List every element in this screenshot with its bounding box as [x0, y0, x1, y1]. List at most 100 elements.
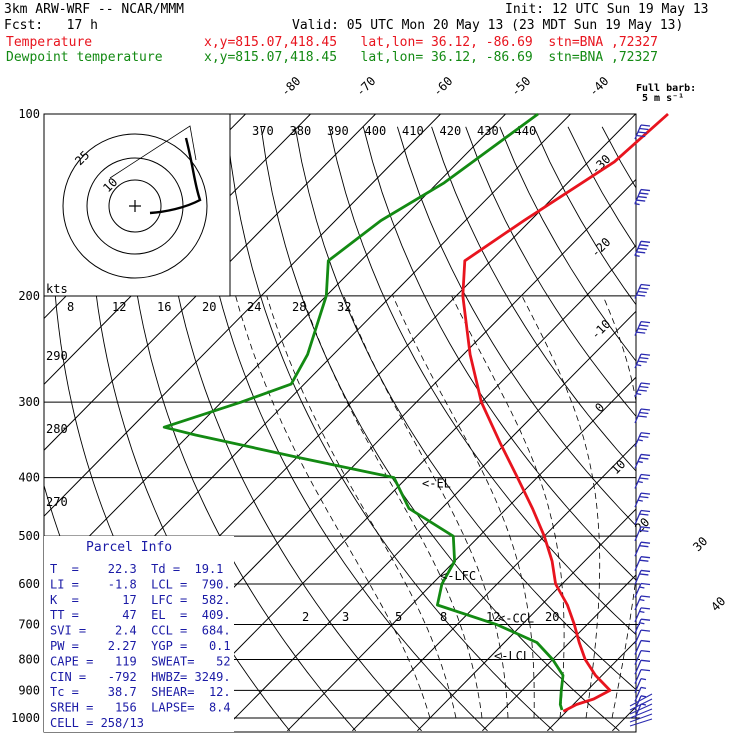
wind-barb — [634, 649, 651, 665]
wind-barb-flag — [639, 457, 649, 460]
wind-barb-flag — [639, 356, 649, 360]
full-barb-unit: 5 m s⁻¹ — [642, 93, 685, 104]
dry-adiabat-line — [601, 126, 636, 189]
wind-barb — [634, 607, 651, 623]
mixing-ratio-label: 3 — [342, 610, 349, 624]
dry-adiabat-line — [635, 126, 636, 128]
wind-barb-flag — [637, 415, 647, 418]
pressure-tick-label: 300 — [18, 395, 40, 409]
wind-barb — [634, 678, 647, 693]
isotherm-label: 30 — [690, 534, 710, 554]
wind-barb-flag — [639, 545, 649, 548]
wind-barb-staff — [634, 541, 642, 557]
isotherm-label: -60 — [430, 74, 455, 99]
init-time: Init: 12 UTC Sun 19 May 13 — [505, 2, 709, 17]
wind-barb-flag — [640, 668, 651, 672]
isotherm-line — [44, 114, 507, 583]
wind-barb — [634, 432, 651, 447]
dewpoint-location: x,y=815.07,418.45 lat,lon= 36.12, -86.69… — [204, 50, 658, 65]
wind-barb-flag — [640, 607, 651, 610]
wind-barb-flag — [636, 199, 646, 202]
wind-barb-flag — [639, 244, 649, 247]
wind-barb-flag — [640, 639, 651, 643]
isotherm-label: -50 — [508, 74, 533, 99]
full-barb-label: Full barb: — [636, 83, 697, 94]
isotherm-line — [352, 442, 636, 732]
dewpoint-legend-label: Dewpoint temperature — [6, 50, 163, 65]
parcel-info-row: CIN = -792 HWBZ= 3249. — [50, 670, 231, 684]
wind-barb-flag — [640, 659, 651, 662]
surface-barb-line — [629, 703, 653, 715]
wind-barb-flag — [639, 495, 649, 499]
forecast-hour: Fcst: 17 h — [4, 18, 98, 33]
hodograph-x-tick: 32 — [337, 300, 351, 314]
hodograph-box — [43, 113, 231, 297]
wind-barb — [634, 240, 651, 257]
hodograph-x-tick: 8 — [67, 300, 74, 314]
wind-barb-staff — [634, 526, 642, 542]
wind-barb-half-flag — [634, 202, 640, 206]
wind-barb-half-flag — [640, 695, 647, 698]
moist-adiabat-line — [235, 295, 431, 719]
wind-barb-staff — [634, 595, 642, 611]
wind-barb-staff — [634, 678, 642, 693]
dry-adiabat-line — [705, 127, 740, 731]
wind-barb-staff — [634, 583, 642, 598]
dry-adiabat-lines — [44, 126, 740, 732]
wind-barb — [634, 686, 647, 702]
parcel-info-row: CELL = 258/13 — [50, 716, 144, 730]
wind-barb-half-flag — [640, 686, 647, 690]
wind-barb-flag — [636, 331, 646, 334]
wind-barb — [634, 492, 651, 508]
isotherm-label: -80 — [278, 74, 303, 99]
wind-barb-flag — [637, 327, 647, 331]
parcel-info-panel: Parcel Info T = 22.3 Td = 19.1LI = -1.8 L… — [44, 536, 234, 732]
wind-barb — [634, 582, 651, 598]
hodograph-trace — [149, 137, 202, 215]
parcel-info-row: PW = 2.27 YGP = 0.1 — [50, 639, 231, 653]
wind-barb — [634, 382, 651, 398]
wind-barb — [634, 188, 651, 206]
isotherm-label: 40 — [708, 594, 728, 614]
hodograph-unit-label: kts — [46, 282, 68, 296]
wind-barb-flag — [640, 473, 651, 477]
temperature-legend-label: Temperature — [6, 35, 93, 50]
wind-barb — [634, 473, 651, 489]
dry-adiabat-line — [465, 126, 636, 417]
theta-label: 270 — [46, 495, 68, 509]
wind-barb-staff — [634, 640, 642, 655]
wind-barb-flag — [637, 247, 647, 250]
wind-barb — [634, 320, 651, 336]
dry-adiabat-line — [362, 126, 636, 581]
level-marker: <-LCL — [494, 649, 530, 663]
wind-barb-flag — [639, 559, 649, 562]
isotherm-label: 20 — [632, 515, 652, 535]
wind-barb — [634, 408, 651, 424]
wind-barb-flag — [640, 526, 651, 529]
wind-barb-flag — [639, 573, 649, 576]
isotherm-line — [222, 310, 636, 732]
isotherm-line — [417, 508, 636, 732]
wind-barb-flag — [639, 192, 649, 195]
wind-barb-flag — [636, 251, 646, 254]
wind-barb-flag — [640, 556, 651, 559]
hodograph-x-tick: 16 — [157, 300, 171, 314]
wind-barb-half-flag — [639, 610, 645, 613]
wind-barb-flag — [639, 411, 649, 415]
wind-barb-staff — [634, 629, 642, 645]
wind-barb-half-flag — [637, 480, 643, 484]
wind-barb — [634, 124, 651, 140]
pressure-tick-label: 700 — [18, 617, 40, 631]
moist-adiabat-line — [664, 296, 740, 718]
wind-barb-flag — [637, 389, 647, 392]
wind-barb-flag — [640, 188, 651, 192]
sounding-traces — [162, 112, 669, 713]
pressure-tick-label: 900 — [18, 683, 40, 697]
theta-e-label: 380 — [290, 124, 312, 138]
wind-barb-staff — [634, 607, 642, 623]
parcel-info-row: K = 17 LFC = 582. — [50, 593, 231, 607]
storm-motion-wedge — [109, 125, 197, 179]
wind-barb-flag — [640, 408, 651, 411]
